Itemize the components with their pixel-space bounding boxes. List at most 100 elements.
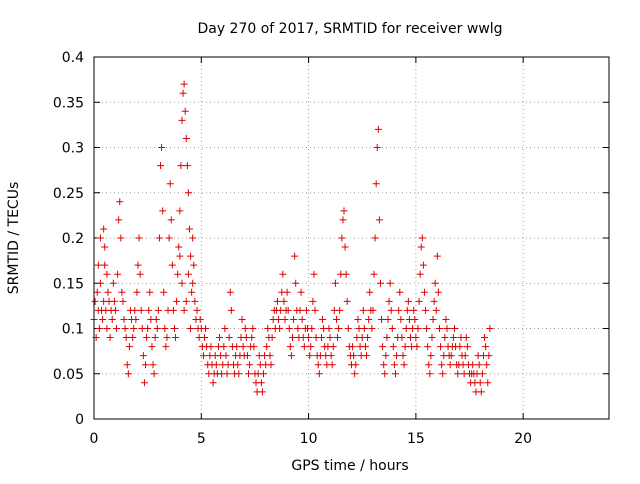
data-point bbox=[260, 370, 268, 378]
data-point bbox=[267, 361, 275, 369]
data-point bbox=[395, 306, 403, 314]
data-point bbox=[223, 370, 231, 378]
data-point bbox=[412, 334, 420, 342]
data-point bbox=[435, 325, 443, 332]
data-point bbox=[122, 334, 130, 342]
data-point bbox=[190, 261, 198, 269]
data-point bbox=[483, 361, 491, 369]
x-tick-label: 5 bbox=[197, 431, 206, 447]
data-point bbox=[307, 343, 315, 351]
data-point bbox=[419, 261, 427, 269]
data-point bbox=[246, 361, 254, 369]
data-points bbox=[90, 80, 494, 396]
data-point bbox=[266, 352, 274, 360]
data-point bbox=[187, 252, 195, 260]
data-point bbox=[106, 334, 114, 342]
data-point bbox=[302, 306, 310, 314]
data-point bbox=[148, 343, 156, 351]
data-point bbox=[116, 198, 124, 206]
data-point bbox=[115, 216, 123, 224]
data-point bbox=[99, 315, 107, 323]
data-point bbox=[226, 288, 234, 296]
data-point bbox=[417, 243, 425, 251]
y-tick-label: 0.05 bbox=[53, 367, 84, 383]
data-point bbox=[344, 325, 352, 332]
y-tick-label: 0.15 bbox=[53, 276, 84, 292]
data-point bbox=[216, 334, 224, 342]
data-point bbox=[120, 315, 128, 323]
data-point bbox=[174, 270, 182, 278]
data-point bbox=[441, 334, 449, 342]
data-point bbox=[275, 315, 283, 323]
data-point bbox=[178, 279, 186, 287]
x-axis-label: GPS time / hours bbox=[291, 458, 408, 474]
data-point bbox=[168, 261, 176, 269]
data-point bbox=[351, 370, 359, 378]
data-point bbox=[309, 297, 317, 305]
data-point bbox=[133, 288, 141, 296]
data-point bbox=[422, 306, 430, 314]
data-point bbox=[187, 325, 195, 332]
data-point bbox=[146, 288, 154, 296]
data-point bbox=[263, 343, 271, 351]
data-point bbox=[442, 315, 450, 323]
data-point bbox=[360, 325, 368, 332]
data-point bbox=[91, 297, 99, 305]
data-point bbox=[447, 352, 455, 360]
data-point bbox=[414, 325, 422, 332]
data-point bbox=[225, 334, 233, 342]
data-point bbox=[241, 325, 249, 332]
data-point bbox=[131, 306, 139, 314]
data-point bbox=[391, 370, 399, 378]
data-point bbox=[292, 279, 300, 287]
data-point bbox=[331, 279, 339, 287]
data-point bbox=[370, 270, 378, 278]
data-point bbox=[199, 352, 207, 360]
data-point bbox=[276, 325, 284, 332]
data-point bbox=[423, 325, 431, 332]
data-point bbox=[193, 306, 201, 314]
data-point bbox=[238, 315, 246, 323]
data-point bbox=[424, 343, 432, 351]
data-point bbox=[469, 361, 477, 369]
data-point bbox=[329, 343, 337, 351]
y-tick-label: 0.35 bbox=[53, 95, 84, 111]
data-point bbox=[296, 306, 304, 314]
data-point bbox=[349, 343, 357, 351]
data-point bbox=[334, 334, 342, 342]
data-point bbox=[176, 252, 184, 260]
data-point bbox=[220, 343, 228, 351]
data-point bbox=[416, 270, 424, 278]
data-point bbox=[373, 144, 381, 151]
data-point bbox=[449, 334, 457, 342]
data-point bbox=[434, 288, 442, 296]
data-point bbox=[399, 352, 407, 360]
data-point bbox=[375, 216, 383, 224]
data-point bbox=[189, 279, 197, 287]
data-point bbox=[300, 343, 308, 351]
data-point bbox=[291, 252, 299, 260]
data-point bbox=[243, 352, 251, 360]
data-point bbox=[180, 306, 188, 314]
data-point bbox=[100, 225, 108, 233]
data-point bbox=[104, 288, 112, 296]
data-point bbox=[476, 379, 484, 387]
data-point bbox=[398, 334, 406, 342]
data-point bbox=[475, 361, 483, 369]
data-point bbox=[372, 180, 380, 188]
data-point bbox=[415, 297, 423, 305]
data-point bbox=[159, 207, 167, 215]
data-point bbox=[184, 189, 192, 197]
data-point bbox=[486, 325, 494, 332]
data-point bbox=[462, 334, 470, 342]
data-point bbox=[342, 270, 350, 278]
data-point bbox=[103, 270, 111, 278]
data-point bbox=[281, 315, 289, 323]
data-point bbox=[209, 379, 217, 387]
data-point bbox=[298, 315, 306, 323]
data-point bbox=[477, 388, 485, 396]
data-point bbox=[396, 288, 404, 296]
data-point bbox=[183, 162, 191, 170]
